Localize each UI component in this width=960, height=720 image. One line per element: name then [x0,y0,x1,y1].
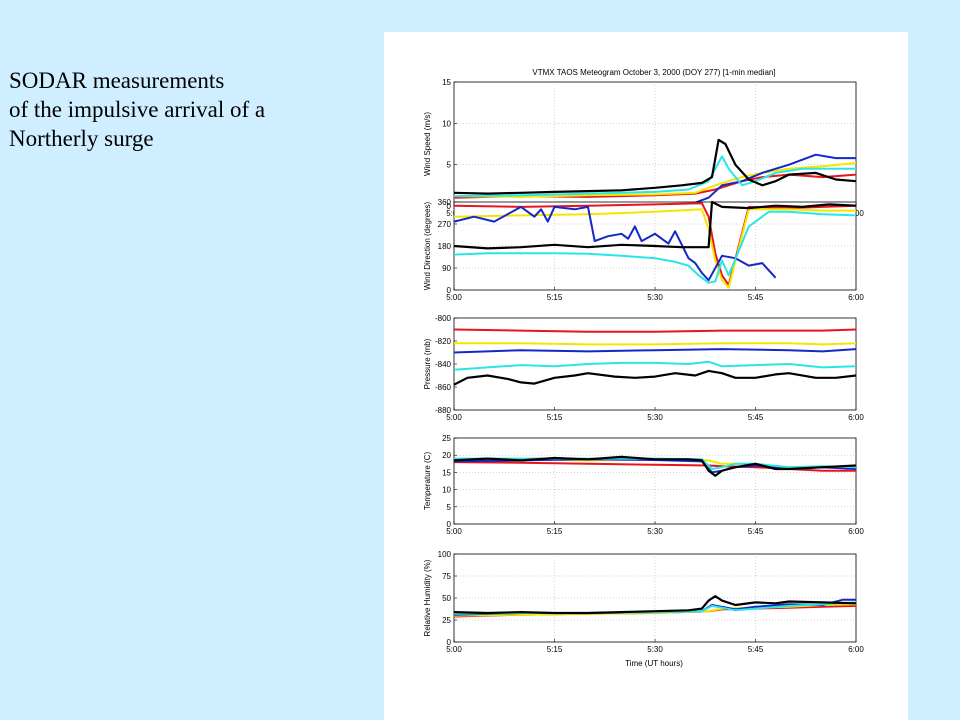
y-tick-label: -800 [435,314,452,323]
x-tick-label: 5:00 [446,413,462,422]
series-line-black [453,369,857,386]
series-line-black [453,595,857,615]
x-tick-label: 6:00 [848,527,864,536]
x-tick-label: 6:00 [848,645,864,654]
y-tick-label: 10 [442,486,451,495]
y-tick-label: 20 [442,451,451,460]
y-tick-label: 10 [442,119,451,128]
series-line-cyan [453,360,857,371]
series-line-blue [453,205,777,282]
x-tick-label: 5:15 [547,413,563,422]
x-tick-label: 5:45 [748,413,764,422]
y-axis-title: Wind Speed (m/s) [423,112,432,176]
y-axis-title: Wind Direction (degrees) [423,201,432,290]
meteogram-figure: VTMX TAOS Meteogram October 3, 2000 (DOY… [384,32,908,720]
meteogram-svg: VTMX TAOS Meteogram October 3, 2000 (DOY… [423,68,864,668]
x-tick-label: 6:00 [848,413,864,422]
x-tick-label: 6:00 [848,293,864,302]
x-tick-label: 5:45 [748,645,764,654]
y-tick-label: 360 [438,198,452,207]
y-tick-label: -860 [435,383,452,392]
y-tick-label: 5 [447,161,452,170]
x-tick-label: 5:00 [446,293,462,302]
y-tick-label: 75 [442,572,451,581]
y-tick-label: 15 [442,78,451,87]
figure-title: VTMX TAOS Meteogram October 3, 2000 (DOY… [532,68,775,77]
series-line-cyan [453,210,857,284]
x-tick-label: 5:15 [547,645,563,654]
x-tick-label: 5:00 [446,527,462,536]
plot-frame [453,81,857,207]
slide-caption: SODAR measurements of the impulsive arri… [9,66,379,153]
y-tick-label: 0 [447,286,452,295]
y-tick-label: 180 [438,242,452,251]
caption-line-1: SODAR measurements [9,68,225,93]
y-tick-label: -880 [435,406,452,415]
x-tick-label: 5:45 [748,527,764,536]
series-line-yellow [453,162,857,198]
y-axis-title: Temperature (C) [423,452,432,511]
x-tick-label: 5:30 [647,527,663,536]
y-tick-label: 25 [442,434,451,443]
x-tick-label: 5:30 [647,293,663,302]
series-line-red [453,202,857,287]
y-tick-label: 90 [442,264,451,273]
x-axis-title: Time (UT hours) [625,659,683,668]
y-tick-label: 0 [447,520,452,529]
y-tick-label: 0 [447,638,452,647]
y-tick-label: 15 [442,468,451,477]
series-line-black [453,138,857,195]
chart-panel-2: 0 90 180 270 360 5:00 5:15 5:30 5:45 6:00 Wind Dir… [423,198,864,302]
x-tick-label: 5:30 [647,645,663,654]
x-tick-label: 5:45 [748,293,764,302]
y-tick-label: 0 [447,202,452,211]
chart-panel-5: 0 25 50 75 100 5:00 5:15 5:30 5:45 6:00 Relative H… [423,550,864,654]
x-tick-label: 5:15 [547,293,563,302]
x-tick-label: 5:30 [647,413,663,422]
series-line-black [453,200,857,250]
y-tick-label: 5 [447,503,452,512]
chart-panel-3: -880 -860 -840 -820 -800 5:00 5:15 5:30 5:45 6:00… [423,314,864,422]
y-axis-title: Relative Humidity (%) [423,559,432,636]
y-tick-label: 50 [442,594,451,603]
series-line-black [453,455,857,477]
y-axis-title: Pressure (mb) [423,338,432,389]
y-tick-label: 270 [438,220,452,229]
y-tick-label: -840 [435,360,452,369]
series-line-blue [453,348,857,354]
y-tick-label: 25 [442,616,451,625]
y-tick-label: 100 [438,550,452,559]
x-tick-label: 5:15 [547,527,563,536]
caption-line-2: of the impulsive arrival of a [9,97,266,122]
x-tick-label: 5:00 [446,645,462,654]
caption-line-3: Northerly surge [9,126,154,151]
series-line-yellow [453,208,856,289]
series-line-yellow [454,342,857,346]
series-line-cyan [453,155,856,198]
series-line-red [453,461,856,472]
series-line-red [453,328,857,333]
chart-panel-4: 0 5 10 15 20 25 5:00 5:15 5:30 5:45 6:00 Temperatur… [423,434,864,536]
y-tick-label: -820 [435,337,452,346]
chart-panels: 0 5 10 15 5:00 5:15 5:30 5:45 6:00 Wind Speed (m/… [423,78,864,654]
